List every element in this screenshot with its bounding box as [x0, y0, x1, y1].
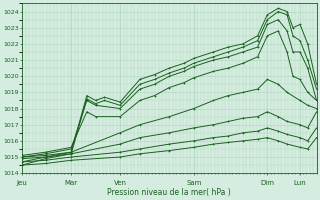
X-axis label: Pression niveau de la mer( hPa ): Pression niveau de la mer( hPa ): [108, 188, 231, 197]
